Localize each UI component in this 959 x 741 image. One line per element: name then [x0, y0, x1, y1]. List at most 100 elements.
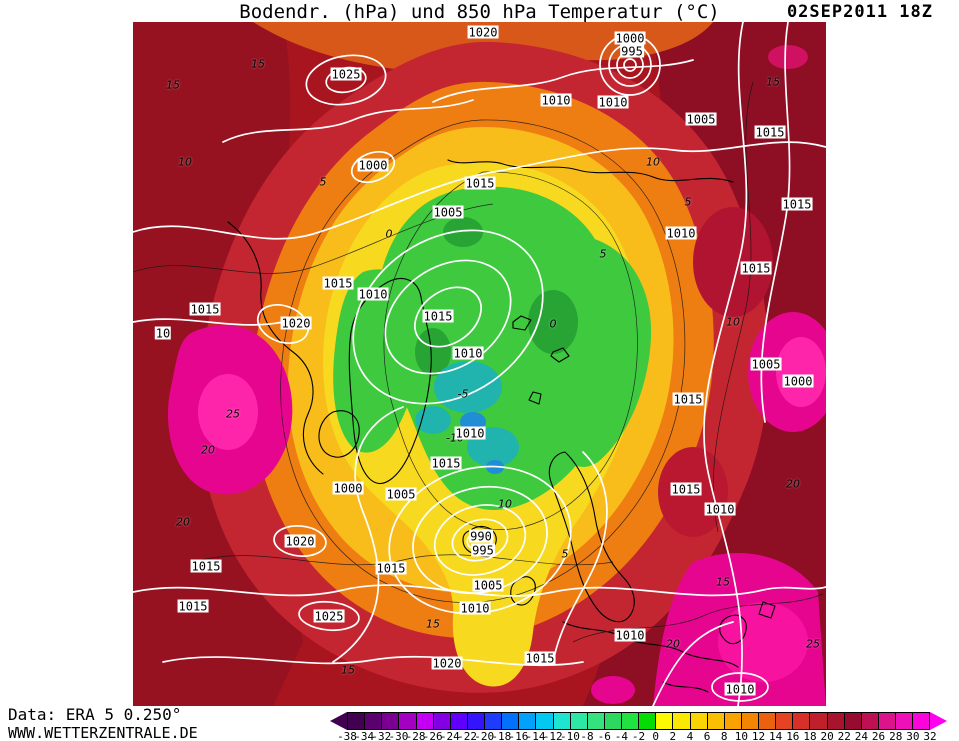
colorbar-cell: [502, 713, 520, 729]
pressure-label: 1025: [330, 67, 362, 82]
colorbar-cell: [793, 713, 811, 729]
pressure-label: 1020: [467, 25, 499, 40]
temperature-label: 15: [426, 617, 440, 631]
colorbar-cell: [896, 713, 914, 729]
pressure-label: 1010: [452, 346, 484, 361]
pressure-label: 1015: [740, 261, 772, 276]
colorbar-tick: 24: [854, 730, 869, 741]
temperature-label: 20: [786, 477, 800, 491]
temperature-label: 10: [726, 315, 740, 329]
pressure-label: 1010: [459, 601, 491, 616]
pressure-label: 1015: [189, 302, 221, 317]
colorbar-cell: [365, 713, 383, 729]
colorbar-cell: [536, 713, 554, 729]
colorbar-cell: [622, 713, 640, 729]
temperature-label: 5: [319, 175, 327, 189]
colorbar-tick: -16: [508, 730, 529, 741]
pressure-label: 1010: [597, 95, 629, 110]
temperature-label: -5: [457, 387, 469, 401]
colorbar-cell: [570, 713, 588, 729]
colorbar-cell: [450, 713, 468, 729]
pressure-label: 1005: [685, 112, 717, 127]
colorbar-cell: [861, 713, 879, 729]
pressure-label: 1015: [177, 599, 209, 614]
pressure-label: 1005: [385, 487, 417, 502]
colorbar-cell: [810, 713, 828, 729]
colorbar-tick: -24: [439, 730, 460, 741]
colorbar-tick: -26: [422, 730, 443, 741]
colorbar-tick: -32: [371, 730, 392, 741]
pressure-label: 1015: [422, 309, 454, 324]
colorbar-tick: 0: [652, 730, 659, 741]
pressure-label: 1015: [375, 561, 407, 576]
colorbar-cell: [382, 713, 400, 729]
colorbar-tick: 2: [669, 730, 677, 741]
pressure-label: 1005: [432, 205, 464, 220]
colorbar-tick: -14: [525, 730, 546, 741]
temperature-label: 10: [178, 155, 192, 169]
temperature-label: 20: [201, 443, 215, 457]
colorbar-cell: [690, 713, 708, 729]
temperature-label: 15: [766, 75, 780, 89]
colorbar-tick: 16: [786, 730, 800, 741]
colorbar-left-arrow-icon: [330, 712, 347, 730]
temperature-label: 15: [166, 78, 180, 92]
pressure-label: 1010: [724, 682, 756, 697]
pressure-label: 1015: [322, 276, 354, 291]
temperature-label: 25: [806, 637, 820, 651]
colorbar-cell: [467, 713, 485, 729]
colorbar-cell: [844, 713, 862, 729]
pressure-label: 995: [620, 44, 644, 59]
colorbar-cell: [913, 713, 930, 729]
pressure-label: 10: [154, 326, 172, 341]
pressure-label: 1020: [284, 534, 316, 549]
colorbar-right-arrow-icon: [930, 712, 947, 730]
pressure-label: 1010: [665, 226, 697, 241]
pressure-label: 1000: [357, 158, 389, 173]
temperature-label: 5: [561, 547, 569, 561]
colorbar-cell: [553, 713, 571, 729]
colorbar-cell: [348, 713, 366, 729]
colorbar-cell: [587, 713, 605, 729]
timestamp: 02SEP2011 18Z: [786, 2, 933, 22]
colorbar-cell: [485, 713, 503, 729]
colorbar-tick: 6: [703, 730, 711, 741]
colorbar-tick: 30: [906, 730, 920, 741]
colorbar-tick: 18: [803, 730, 817, 741]
pressure-label: 1005: [750, 357, 782, 372]
colorbar-cell: [827, 713, 845, 729]
colorbar-row: [330, 712, 947, 730]
colorbar-tick: 20: [820, 730, 834, 741]
pressure-label: 990: [469, 529, 493, 544]
pressure-label: 1010: [454, 426, 486, 441]
temperature-colorbar: -38 -34 -32 -30 -28 -26 -24 -22 -20 -18 -16 -14 -12-…: [330, 712, 947, 741]
colorbar-tick: -12: [542, 730, 563, 741]
pressure-label: 1010: [357, 287, 389, 302]
temperature-label: 20: [176, 515, 190, 529]
colorbar-tick: 26: [871, 730, 886, 741]
pressure-label: 1025: [313, 609, 345, 624]
colorbar-tick: -20: [474, 730, 495, 741]
weather-map-graphic: [133, 22, 826, 706]
colorbar-tick-row: -38 -34 -32 -30 -28 -26 -24 -22 -20 -18 -16 -14 -12-…: [330, 731, 947, 741]
colorbar-tick: 4: [686, 730, 694, 741]
colorbar-tick: -8: [580, 730, 594, 741]
pressure-label: 1000: [614, 31, 646, 46]
temperature-label: 15: [251, 57, 265, 71]
colorbar-tick: -4: [614, 730, 628, 741]
pressure-label: 1015: [190, 559, 222, 574]
pressure-label: 1000: [332, 481, 364, 496]
pressure-label: 1005: [472, 578, 504, 593]
colorbar-tick: 10: [734, 730, 748, 741]
pressure-label: 995: [471, 543, 495, 558]
colorbar-tick: 32: [923, 730, 937, 741]
colorbar-tick: -34: [354, 730, 375, 741]
colorbar-tick: 14: [769, 730, 783, 741]
colorbar-cell: [639, 713, 657, 729]
colorbar-tick: -6: [597, 730, 611, 741]
colorbar-cell: [741, 713, 759, 729]
colorbar-tick: 12: [751, 730, 766, 741]
colorbar-tick: -28: [405, 730, 426, 741]
temperature-label: 15: [341, 663, 355, 677]
